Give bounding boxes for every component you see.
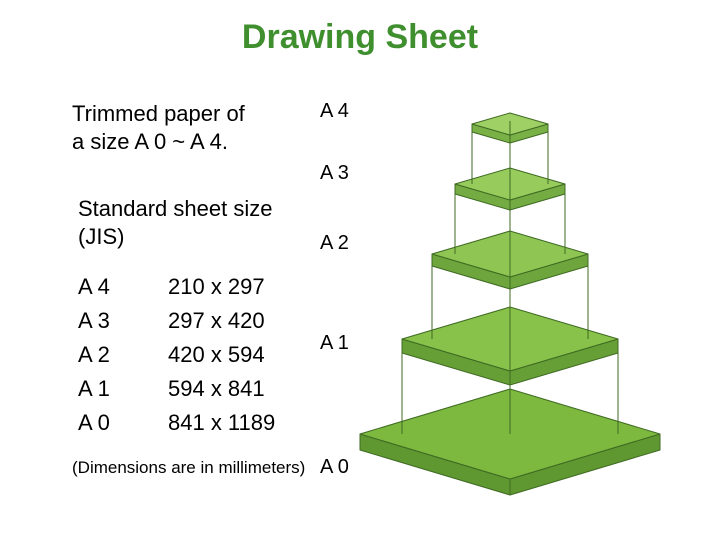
footnote: (Dimensions are in millimeters)	[72, 458, 305, 478]
table-row: A 1 594 x 841	[78, 372, 275, 406]
size-name: A 2	[78, 338, 168, 372]
subheading-line1: Standard sheet size	[78, 195, 272, 223]
table-row: A 0 841 x 1189	[78, 406, 275, 440]
page-title: Drawing Sheet	[0, 18, 720, 57]
sheet-label-a3: A 3	[320, 162, 349, 185]
size-dim: 841 x 1189	[168, 406, 275, 440]
sheet-label-a4: A 4	[320, 100, 349, 123]
subtitle-line2: a size A 0 ~ A 4.	[72, 128, 245, 156]
table-row: A 2 420 x 594	[78, 338, 275, 372]
size-name: A 1	[78, 372, 168, 406]
size-table: A 4 210 x 297 A 3 297 x 420 A 2 420 x 59…	[78, 270, 275, 440]
sheet-label-a0: A 0	[320, 456, 349, 479]
stacked-sheets-diagram: A 4 A 3 A 2 A 1 A 0	[340, 84, 700, 504]
sheet-label-a1: A 1	[320, 332, 349, 355]
subtitle-line1: Trimmed paper of	[72, 100, 245, 128]
subheading-line2: (JIS)	[78, 223, 272, 251]
size-dim: 420 x 594	[168, 338, 265, 372]
subtitle: Trimmed paper of a size A 0 ~ A 4.	[72, 100, 245, 155]
title-text: Drawing Sheet	[242, 18, 478, 56]
diagram-svg	[340, 84, 700, 504]
table-row: A 4 210 x 297	[78, 270, 275, 304]
size-name: A 3	[78, 304, 168, 338]
subheading: Standard sheet size (JIS)	[78, 195, 272, 250]
size-dim: 210 x 297	[168, 270, 265, 304]
size-name: A 0	[78, 406, 168, 440]
sheet-label-a2: A 2	[320, 232, 349, 255]
size-dim: 594 x 841	[168, 372, 265, 406]
size-name: A 4	[78, 270, 168, 304]
size-dim: 297 x 420	[168, 304, 265, 338]
table-row: A 3 297 x 420	[78, 304, 275, 338]
